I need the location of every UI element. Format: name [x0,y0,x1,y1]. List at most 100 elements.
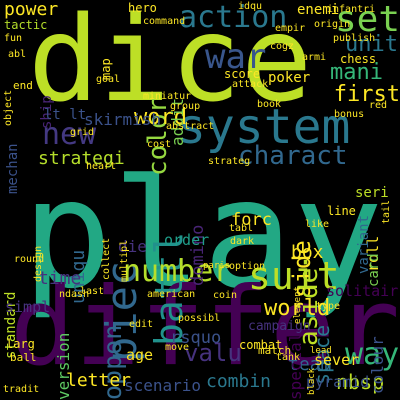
word-empir: empir [275,23,306,34]
word-scenario: scenario [124,376,202,395]
word-war: war [205,37,267,77]
word-power: power [4,0,59,20]
word-type: type [316,301,341,312]
word-simpl: simpl [5,298,51,316]
word-order: order [164,231,210,249]
word-poker: poker [268,70,311,86]
word-rsquo: rsquo [170,328,222,348]
word-hero: hero [128,1,157,15]
word-multipl: multipl [119,239,130,282]
word-lt: lt lt [44,107,87,123]
word-lead: lead [310,346,332,356]
word-age: age [126,346,154,364]
word-last: last [80,286,105,297]
word-american: american [147,289,196,300]
word-tradit: tradit [3,384,40,395]
word-combin: combin [206,371,272,392]
word-bonus: bonus [334,109,365,120]
word-campaign: campaign [248,319,311,334]
word-goal: goal [96,74,121,85]
word-valu: valu [184,339,242,367]
word-tabl: tabl [229,223,254,234]
word-suit: suit [248,254,340,298]
word-infantri: infantri [327,4,376,15]
word-move: move [165,342,190,353]
word-book: book [257,99,282,110]
word-possibl: possibl [178,313,221,324]
word-time: time [38,268,82,289]
word-ndash: ndash [59,289,90,300]
word-collect: collect [101,237,112,280]
word-group: group [170,101,201,112]
word-cost: cost [147,139,172,150]
word-armi: armi [302,52,327,63]
word-option: option [229,261,266,272]
word-skirmish: skirmish [84,110,162,129]
word-enemi: enemi [297,2,340,18]
word-publish: publish [333,33,376,44]
word-larg: larg [6,337,35,351]
word-chess: chess [340,52,377,66]
word-set: set [334,0,400,40]
word-mechan: mechan [5,143,21,194]
word-tactic: tactic [4,18,48,32]
word-solitair: solitair [326,282,399,300]
word-idqu: idqu [238,1,263,12]
word-nbsp: nbsp [336,370,385,394]
word-play: play [22,148,384,322]
word-line: line [327,204,356,218]
word-heart: heart [86,161,117,172]
word-dark: dark [230,236,255,247]
word-first: first [333,82,400,107]
word-die: die [118,237,147,256]
word-cogz: cogz [270,41,295,52]
word-coin: coin [213,290,238,301]
word-score: score [224,67,261,81]
word-number: number [123,254,232,289]
word-command: command [143,16,186,27]
word-new: new [42,117,97,152]
word-miniatur: miniatur [143,91,192,102]
word-black: black [307,367,317,395]
word-round: round [14,254,45,265]
word-team: team [288,354,332,375]
word-match: match [258,344,292,357]
word-special: special [286,332,305,400]
word-paris: paris [203,261,231,271]
word-word: word [134,105,187,130]
word-tail: tail [381,199,392,224]
word-charact: charact [238,141,348,171]
word-seri: seri [355,185,389,201]
word-abl: abl [8,49,27,60]
word-combat: combat [239,338,283,352]
word-end: end [13,79,33,92]
word-dice: dice [28,0,313,128]
word-pyramid: pyramid [306,373,370,391]
word-box: box [291,242,324,263]
word-element: element [293,286,303,324]
word-object: object [3,89,14,126]
word-red: red [369,100,388,111]
word-design: design [33,245,44,282]
word-abstract: abstract [166,121,215,132]
word-edit: edit [129,319,154,330]
word-attack: attack [232,79,269,90]
word-forc: forc [231,210,272,230]
word-way: way [345,337,400,372]
word-unit: unit [345,32,398,57]
word-origin: origin [314,19,351,30]
word-like: like [305,219,330,230]
word-fun: fun [4,33,23,44]
word-grid: grid [70,127,95,138]
word-version: version [54,332,73,400]
word-tank: tank [276,352,301,363]
word-strateg: strateg [208,156,251,167]
word-letter: letter [66,370,132,391]
word-sever: sever [314,351,360,369]
word-strategi: strategi [38,148,125,169]
word-ball: ball [10,351,37,364]
word-mani: mani [330,60,383,85]
word-system: system [177,99,351,155]
word-world: world [264,296,331,321]
